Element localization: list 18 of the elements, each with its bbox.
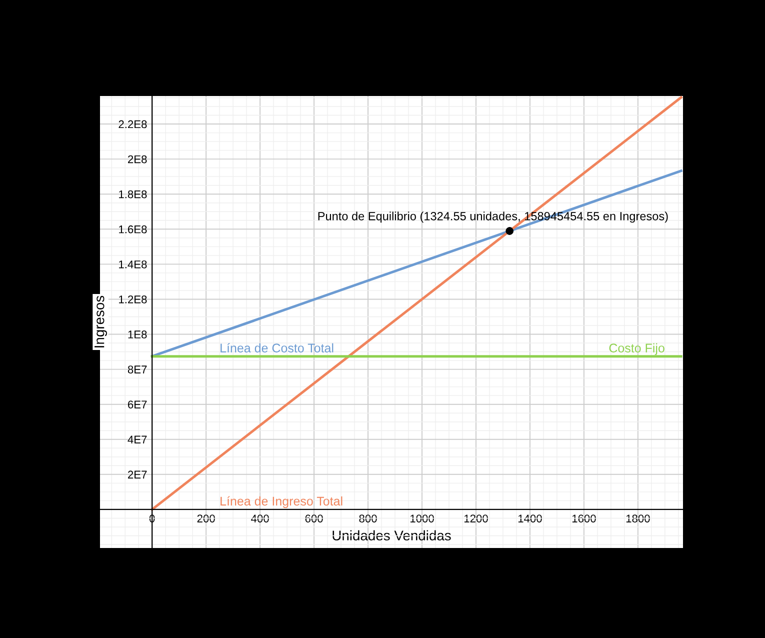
y-tick-label: 1.6E8 [119, 225, 147, 234]
y-tick-label: 4E7 [128, 436, 147, 444]
y-tick-label: 1E8 [128, 330, 147, 338]
y-tick-label: 2E7 [128, 470, 147, 478]
y-tick-label: 1.4E8 [119, 260, 147, 268]
y-tick-label: 8E7 [128, 366, 147, 374]
text: Línea de Ingreso Total [220, 496, 342, 508]
y-tick-label: 2.2E8 [118, 120, 147, 128]
y-tick-label: 1.8E8 [119, 190, 147, 198]
x-axis-title: Unidades Vendidas [332, 530, 451, 540]
y-tick-label: 6E7 [128, 400, 147, 408]
series-label: Línea de Costo Total [220, 343, 334, 352]
x-tick-label: 1200 [464, 514, 488, 522]
series-label: Costo Fijo [609, 343, 664, 355]
x-tick-label: 200 [197, 514, 215, 522]
y-tick-label: 2E8 [128, 155, 147, 164]
y-tick-label: 1.2E8 [119, 295, 147, 304]
y-axis-title: Ingresos [94, 296, 107, 348]
